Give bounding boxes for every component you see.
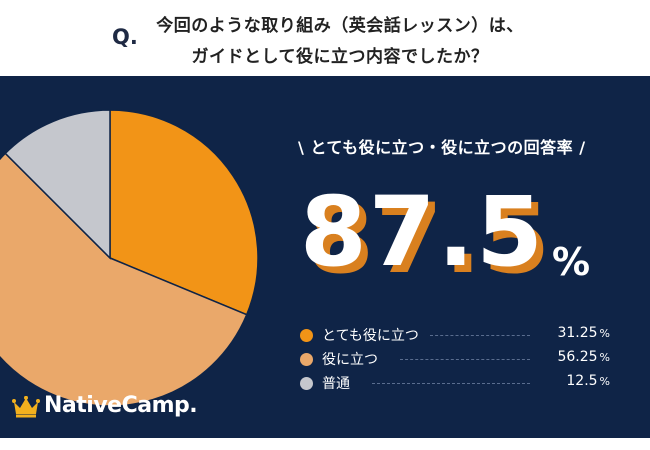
answer-rate-number: 87.5 [300,176,545,288]
question-header: Q. 今回のような取り組み（英会話レッスン）は、 ガイドとして役に立つ内容でした… [0,0,650,76]
chart-legend: とても役に立つ 31.25% 役に立つ 56.25% 普通 12.5% [300,324,610,396]
crown-icon [12,396,40,418]
question-text-line2: ガイドとして役に立つ内容でしたか？ [191,47,489,67]
legend-value: 56.25% [557,349,610,365]
pie-slice-2 [0,152,248,407]
legend-dot [300,329,313,342]
legend-dot [300,353,313,366]
legend-label: とても役に立つ [322,328,419,344]
legend-item: とても役に立つ 31.25% [300,324,610,348]
legend-leader-line [430,335,530,336]
legend-value: 12.5% [566,373,610,389]
answer-rate-figure: 87.5 87.5 % [300,176,590,295]
legend-value: 31.25% [557,325,610,341]
legend-label: 普通 [322,376,350,392]
pie-chart [0,109,259,407]
answer-rate-unit: % [552,240,590,284]
legend-item: 役に立つ 56.25% [300,348,610,372]
footer-strip [0,438,650,450]
answer-rate-subtitle: \ とても役に立つ・役に立つの回答率 / [298,138,586,157]
legend-leader-line [400,359,530,360]
answer-rate-number-shadow: 87.5 [307,183,552,295]
logo-text: NativeCamp. [44,393,198,418]
chart-panel: \ とても役に立つ・役に立つの回答率 / 87.5 87.5 % とても役に立つ… [0,76,650,438]
legend-dot [300,377,313,390]
pie-slice-1 [109,109,259,316]
legend-item: 普通 12.5% [300,372,610,396]
legend-leader-line [372,383,530,384]
question-mark-label: Q. [112,25,138,49]
legend-label: 役に立つ [322,352,378,368]
question-text-line1: 今回のような取り組み（英会話レッスン）は、 [156,16,524,36]
pie-slice-3 [4,109,111,260]
